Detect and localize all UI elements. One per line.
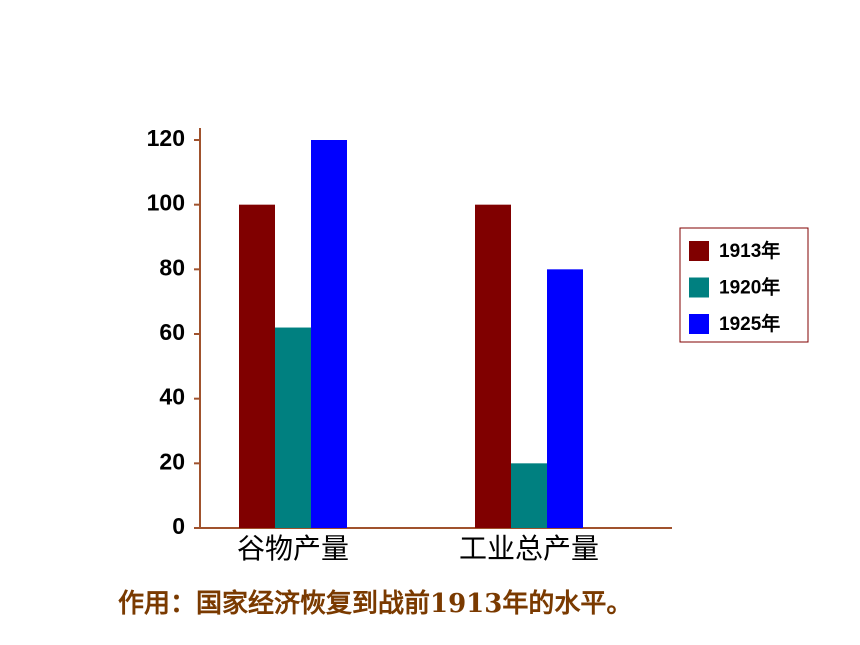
bar — [275, 327, 311, 528]
legend-label: 1913年 — [719, 239, 780, 262]
legend-label: 1925年 — [719, 312, 780, 335]
bar — [311, 140, 347, 528]
y-tick-label: 20 — [159, 448, 185, 474]
y-tick-label: 60 — [159, 319, 185, 345]
legend-swatch — [689, 314, 709, 334]
annotation: 作用：国家经济恢复到战前1913年的水平。 — [118, 588, 632, 619]
bar — [511, 463, 547, 528]
bar — [239, 204, 275, 528]
y-tick-label: 100 — [147, 190, 185, 216]
x-tick-label: 工业总产量 — [459, 532, 599, 565]
y-tick-label: 40 — [159, 384, 185, 410]
legend-label: 1920年 — [719, 276, 780, 299]
bar — [475, 204, 511, 528]
legend-swatch — [689, 277, 709, 298]
bar — [547, 269, 583, 528]
legend-swatch — [689, 241, 709, 261]
y-tick-label: 80 — [159, 254, 185, 280]
y-tick-label: 0 — [172, 513, 185, 539]
y-tick-label: 120 — [147, 125, 185, 151]
x-tick-label: 谷物产量 — [237, 532, 349, 565]
